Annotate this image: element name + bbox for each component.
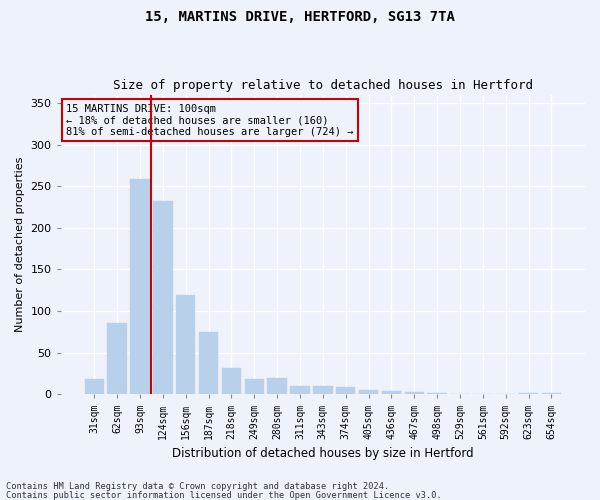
Bar [107, 323, 127, 394]
Text: 15 MARTINS DRIVE: 100sqm
← 18% of detached houses are smaller (160)
81% of semi-: 15 MARTINS DRIVE: 100sqm ← 18% of detach… [66, 104, 353, 137]
Bar [313, 386, 332, 394]
Bar [542, 392, 561, 394]
Bar [290, 386, 310, 394]
X-axis label: Distribution of detached houses by size in Hertford: Distribution of detached houses by size … [172, 447, 473, 460]
Bar [221, 368, 241, 394]
Text: Contains public sector information licensed under the Open Government Licence v3: Contains public sector information licen… [6, 490, 442, 500]
Bar [336, 387, 355, 394]
Text: 15, MARTINS DRIVE, HERTFORD, SG13 7TA: 15, MARTINS DRIVE, HERTFORD, SG13 7TA [145, 10, 455, 24]
Bar [130, 178, 149, 394]
Bar [245, 378, 264, 394]
Bar [199, 332, 218, 394]
Bar [427, 392, 447, 394]
Bar [382, 391, 401, 394]
Title: Size of property relative to detached houses in Hertford: Size of property relative to detached ho… [113, 79, 533, 92]
Bar [153, 201, 173, 394]
Bar [519, 392, 538, 394]
Bar [85, 380, 104, 394]
Bar [404, 392, 424, 394]
Bar [359, 390, 378, 394]
Y-axis label: Number of detached properties: Number of detached properties [15, 157, 25, 332]
Bar [268, 378, 287, 394]
Text: Contains HM Land Registry data © Crown copyright and database right 2024.: Contains HM Land Registry data © Crown c… [6, 482, 389, 491]
Bar [176, 296, 196, 394]
